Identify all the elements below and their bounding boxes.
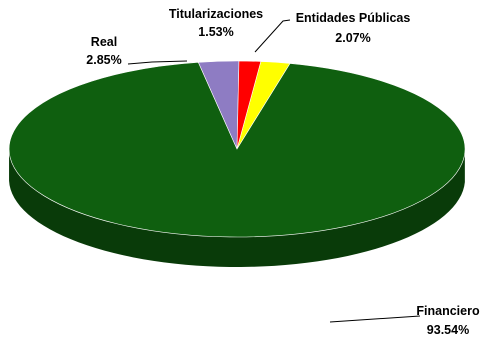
leader-lines [127,19,421,323]
label-entidades-publicas-name: Entidades Públicas [296,11,411,25]
label-financiero-value: 93.54% [427,323,469,337]
pie-tops [8,60,466,238]
pie-slice-titularizaciones [236,60,262,150]
label-entidades-publicas-value: 2.07% [335,31,370,45]
leader-entidades-publicas [254,19,291,53]
pie-side-financiero [9,150,465,267]
label-financiero-name: Financiero [416,304,480,318]
label-real-name: Real [91,35,117,49]
label-titularizaciones-name: Titularizaciones [169,7,263,21]
leader-financiero [329,315,421,323]
leader-real [127,60,188,65]
label-titularizaciones-value: 1.53% [198,25,233,39]
pie-slice-financiero [8,61,466,238]
data-labels: Titularizaciones 1.53% Entidades Pública… [86,7,480,337]
label-real-value: 2.85% [86,53,121,67]
pie-sides [9,150,465,267]
